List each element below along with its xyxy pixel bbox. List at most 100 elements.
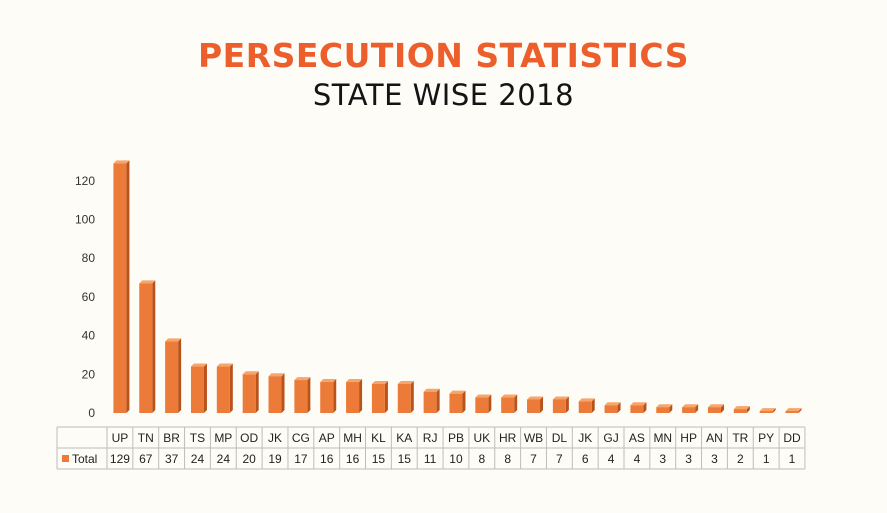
- bar-top: [216, 363, 233, 367]
- bar-front: [501, 397, 515, 413]
- table-category: JK: [578, 431, 592, 445]
- table-category: MH: [343, 431, 362, 445]
- table-value: 1: [789, 452, 796, 466]
- bar-top: [423, 388, 440, 392]
- table-category: UP: [112, 431, 129, 445]
- table-category: DL: [552, 431, 568, 445]
- bar-rj: [423, 388, 440, 413]
- bar-py: [759, 408, 776, 413]
- table-category: MN: [653, 431, 672, 445]
- bar-top: [190, 363, 207, 367]
- bar-top: [707, 404, 724, 408]
- bar-side: [695, 404, 699, 413]
- table-category: PB: [448, 431, 464, 445]
- bar-side: [384, 380, 388, 413]
- table-value: 24: [217, 452, 231, 466]
- bar-front: [449, 393, 463, 413]
- y-tick-label: 100: [75, 213, 95, 227]
- table-category: AN: [706, 431, 723, 445]
- bar-side: [746, 406, 750, 413]
- bar-top: [552, 396, 569, 400]
- table-category: KA: [396, 431, 412, 445]
- bar-tn: [139, 280, 156, 413]
- bar-kl: [371, 380, 388, 413]
- table-value: 129: [110, 452, 130, 466]
- table-value: 19: [268, 452, 282, 466]
- bar-side: [514, 394, 518, 413]
- data-table: UP129TN67BR37TS24MP24OD20JK19CG17AP16MH1…: [56, 426, 806, 470]
- table-value: 20: [242, 452, 256, 466]
- bar-top: [682, 404, 699, 408]
- table-category: GJ: [603, 431, 618, 445]
- table-value: 15: [372, 452, 386, 466]
- bar-as: [630, 402, 647, 413]
- table-category: DD: [783, 431, 801, 445]
- bar-front: [423, 391, 437, 413]
- bar-top: [578, 398, 595, 402]
- bar-mh: [346, 379, 363, 413]
- table-category: AP: [319, 431, 335, 445]
- bar-top: [656, 404, 673, 408]
- table-value: 16: [346, 452, 360, 466]
- y-axis: 0 20 40 60 80 100 120: [75, 174, 95, 420]
- bar-top: [449, 390, 466, 394]
- table-value: 6: [582, 452, 589, 466]
- table-value: 24: [191, 452, 205, 466]
- bar-side: [540, 396, 544, 413]
- bar-side: [462, 390, 466, 413]
- bar-br: [165, 338, 182, 413]
- bar-side: [436, 388, 440, 413]
- bar-uk: [475, 394, 492, 413]
- bar-side: [488, 394, 492, 413]
- bar-side: [178, 338, 182, 413]
- bar-top: [759, 408, 776, 412]
- bar-front: [242, 374, 256, 413]
- bar-gj: [604, 402, 621, 413]
- bar-side: [359, 379, 363, 413]
- bar-front: [759, 411, 773, 413]
- bar-top: [527, 396, 544, 400]
- bar-front: [552, 399, 566, 413]
- bar-dl: [552, 396, 569, 413]
- legend-label: Total: [72, 452, 97, 466]
- bar-side: [281, 373, 285, 413]
- table-category: TN: [138, 431, 154, 445]
- bar-wb: [527, 396, 544, 413]
- bar-top: [294, 377, 311, 381]
- y-tick-label: 120: [75, 174, 95, 188]
- table-value: 17: [294, 452, 308, 466]
- chart-title: PERSECUTION STATISTICS: [197, 36, 690, 75]
- table-category: RJ: [423, 431, 438, 445]
- table-value: 7: [556, 452, 563, 466]
- bar-side: [643, 402, 647, 413]
- bar-ts: [190, 363, 207, 413]
- bar-front: [475, 397, 489, 413]
- table-category: KL: [371, 431, 386, 445]
- bar-side: [798, 408, 802, 413]
- bar-front: [397, 383, 411, 413]
- bar-side: [720, 404, 724, 413]
- bar-top: [242, 371, 259, 375]
- table-value: 4: [634, 452, 641, 466]
- bar-cg: [294, 377, 311, 413]
- table-value: 8: [478, 452, 485, 466]
- table-category: BR: [163, 431, 180, 445]
- y-tick-label: 60: [82, 290, 96, 304]
- table-value: 7: [530, 452, 537, 466]
- bar-front: [216, 366, 230, 413]
- bar-side: [669, 404, 673, 413]
- bar-front: [527, 399, 541, 413]
- bar-front: [630, 405, 644, 413]
- y-tick-label: 80: [82, 251, 96, 265]
- bar-front: [707, 407, 721, 413]
- bar-front: [139, 283, 153, 413]
- table-category: CG: [292, 431, 310, 445]
- bar-top: [320, 379, 337, 383]
- bar-side: [307, 377, 311, 413]
- bar-top: [475, 394, 492, 398]
- table-category: UK: [473, 431, 490, 445]
- table-value: 3: [685, 452, 692, 466]
- bar-side: [126, 160, 130, 413]
- bar-jk: [268, 373, 285, 413]
- table-value: 15: [398, 452, 412, 466]
